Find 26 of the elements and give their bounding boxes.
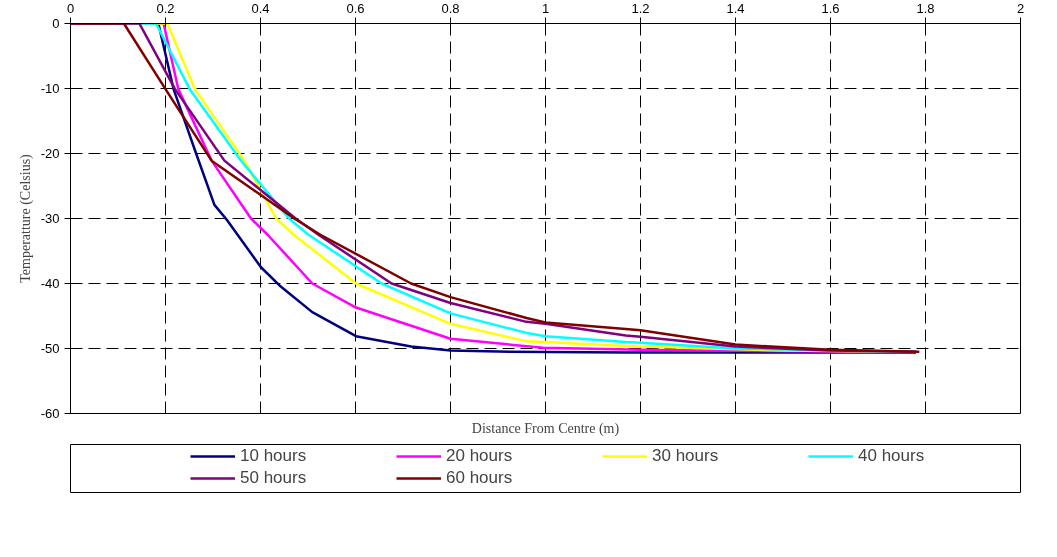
x-tick-label: 2 — [1016, 0, 1025, 16]
legend-label: 30 hours — [652, 446, 720, 466]
x-tick-label: 1.4 — [726, 0, 745, 16]
y-tick-label: -40 — [40, 276, 60, 291]
x-tick-label: 1.2 — [631, 0, 650, 16]
y-tick-label: -10 — [40, 81, 60, 96]
y-tick-label: -30 — [40, 211, 60, 226]
x-tick-label: 0 — [66, 0, 75, 16]
y-tick-label: -20 — [40, 146, 60, 161]
x-tick-label: 1.6 — [821, 0, 840, 16]
legend-label: 10 hours — [240, 446, 308, 466]
x-axis-title: Distance From Centre (m) — [471, 420, 620, 437]
x-tick-label: 0.6 — [346, 0, 365, 16]
y-tick-label: -50 — [40, 341, 60, 356]
legend-label: 40 hours — [858, 446, 926, 466]
x-tick-label: 1.8 — [916, 0, 935, 16]
legend-label: 50 hours — [240, 468, 308, 488]
legend-label: 20 hours — [446, 446, 514, 466]
legend-label: 60 hours — [446, 468, 514, 488]
y-tick-label: 0 — [52, 16, 60, 31]
y-tick-label: -60 — [40, 406, 60, 421]
x-tick-label: 1 — [541, 0, 550, 16]
x-tick-label: 0.8 — [441, 0, 460, 16]
x-tick-label: 0.4 — [251, 0, 270, 16]
x-tick-label: 0.2 — [156, 0, 175, 16]
y-axis-title: Temperatture (Celsius) — [17, 153, 34, 283]
